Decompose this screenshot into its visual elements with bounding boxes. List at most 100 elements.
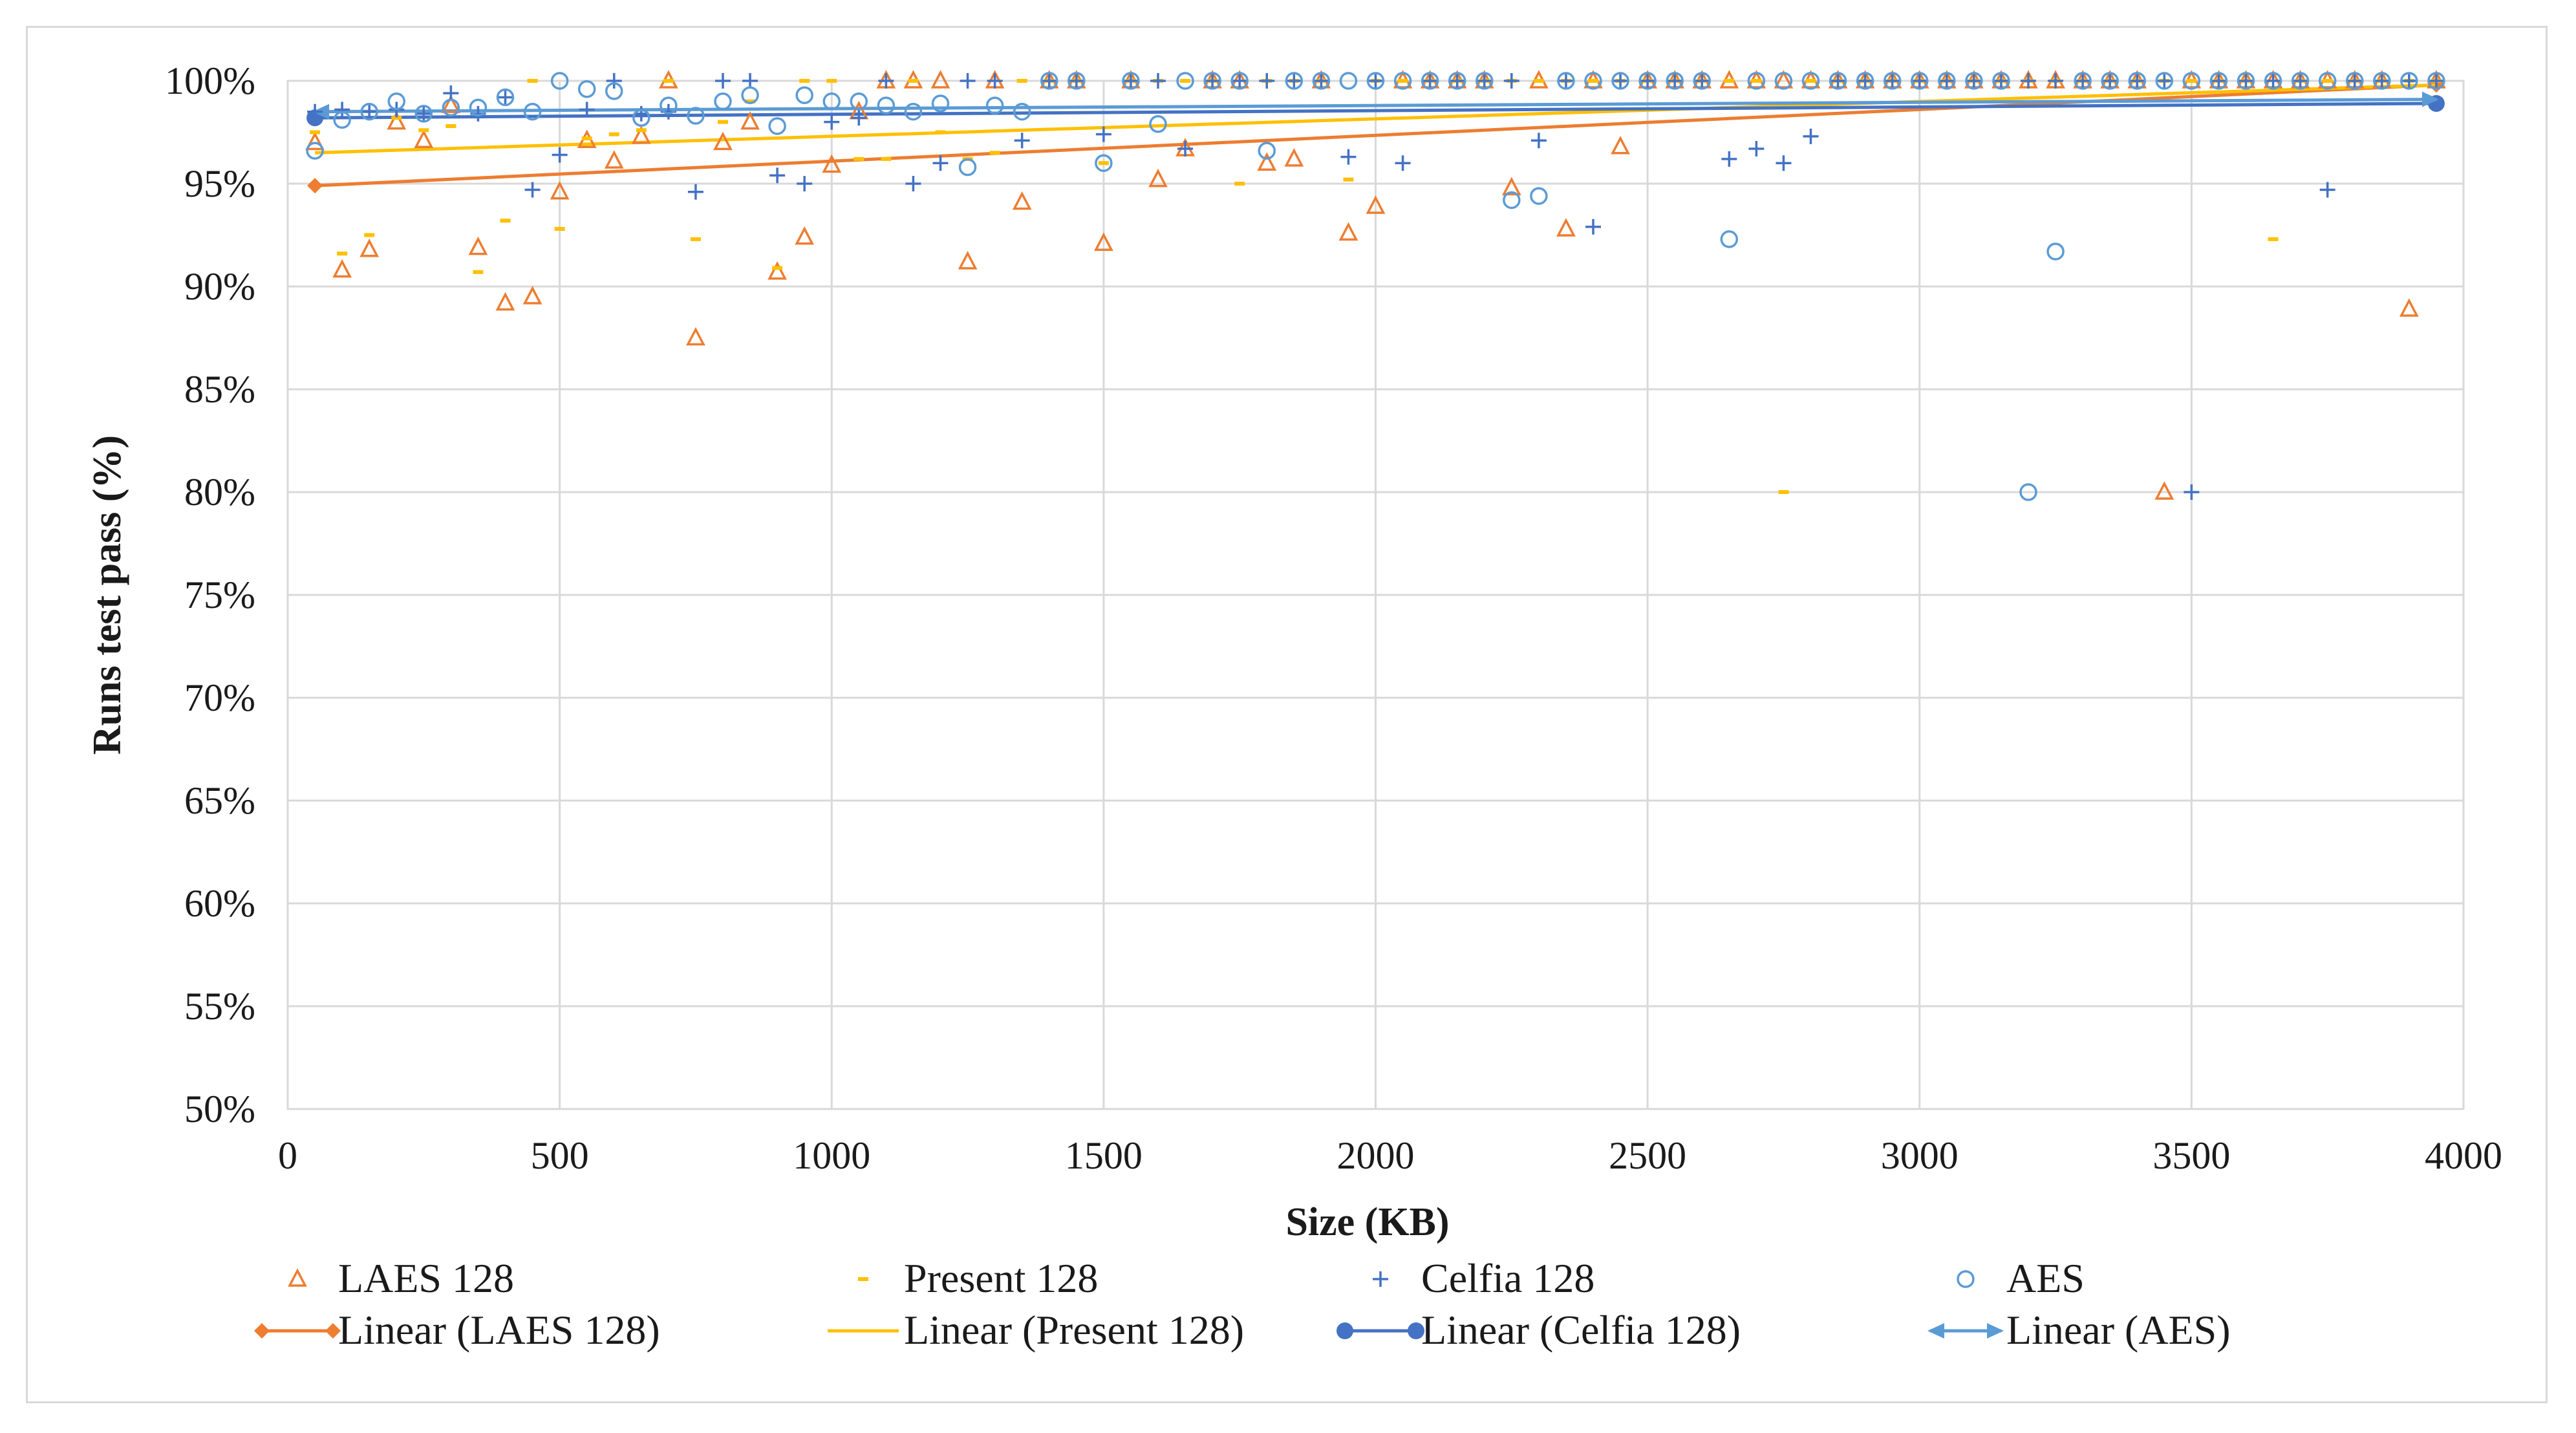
data-point	[853, 156, 864, 161]
data-point	[2074, 72, 2092, 90]
data-point	[1313, 73, 1329, 89]
data-point	[958, 158, 977, 177]
data-point	[2237, 72, 2255, 90]
x-axis-ticks: 0 500 1000 1500 2000 2500 3000 3500 4000	[278, 1134, 2502, 1177]
data-point	[554, 226, 565, 231]
data-point	[2401, 73, 2417, 89]
legend-diamond	[254, 1323, 270, 1339]
x-tick-label: 500	[531, 1134, 589, 1177]
data-point	[1748, 140, 1765, 156]
data-point	[442, 98, 460, 117]
data-point	[987, 73, 1003, 89]
data-point	[605, 82, 623, 100]
data-point	[468, 236, 488, 255]
data-point	[1476, 72, 1494, 90]
data-point	[908, 79, 919, 83]
data-point	[851, 110, 867, 126]
data-point	[1501, 177, 1521, 196]
data-point	[418, 128, 429, 133]
data-point	[1258, 142, 1276, 160]
data-point	[686, 327, 705, 346]
data-point	[550, 180, 570, 200]
data-point	[2128, 72, 2146, 90]
data-point	[741, 86, 759, 105]
data-point	[606, 73, 622, 89]
data-point	[2102, 73, 2118, 89]
data-point	[989, 151, 1000, 155]
data-point	[1122, 73, 1139, 89]
data-point	[1366, 72, 1385, 90]
data-point	[332, 259, 352, 278]
data-point	[496, 88, 515, 107]
y-tick-label: 85%	[184, 368, 255, 411]
data-point	[1613, 73, 1629, 89]
data-point	[2046, 242, 2065, 261]
data-point	[1476, 73, 1492, 89]
data-point	[1720, 230, 1739, 248]
data-point	[1176, 72, 1194, 90]
data-point	[552, 147, 568, 163]
data-point	[1884, 73, 1900, 89]
data-point	[1013, 102, 1031, 121]
data-point	[1724, 79, 1735, 83]
data-point	[1856, 72, 1874, 90]
legend-dot	[1408, 1322, 1424, 1339]
data-point	[1666, 72, 1684, 90]
data-point	[497, 89, 513, 105]
x-tick-label: 1500	[1065, 1134, 1143, 1177]
data-point	[715, 73, 731, 89]
data-point	[1234, 182, 1245, 186]
legend-diamond	[325, 1323, 341, 1339]
legend: LAES 128 Present 128 Celfia 128 AES Linear (…	[254, 1255, 2231, 1353]
trendline-arrowhead	[2421, 91, 2439, 107]
data-point	[306, 142, 324, 160]
legend-label: Linear (Celfia 128)	[1421, 1307, 1741, 1353]
data-point	[1751, 79, 1762, 83]
data-point	[1503, 191, 1521, 210]
data-point	[2346, 73, 2363, 89]
data-point	[495, 292, 515, 311]
y-axis-title: Runs test pass (%)	[85, 435, 129, 755]
data-point	[469, 98, 488, 117]
series-aes	[306, 72, 2445, 501]
data-point	[1638, 72, 1657, 90]
data-point	[391, 116, 402, 120]
legend-arrowhead	[1927, 1323, 1944, 1339]
x-tick-label: 2500	[1609, 1134, 1686, 1177]
data-point	[527, 79, 538, 83]
data-point	[2186, 79, 2197, 83]
data-point	[1448, 72, 1466, 90]
data-point	[1122, 72, 1140, 90]
data-point	[1611, 72, 1629, 90]
y-tick-label: 80%	[184, 471, 255, 513]
data-point	[985, 96, 1004, 114]
x-tick-label: 0	[278, 1134, 297, 1177]
data-point	[1938, 73, 1955, 89]
data-point	[1611, 135, 1630, 155]
data-point	[932, 155, 949, 171]
data-point	[2182, 72, 2201, 90]
data-point	[500, 219, 511, 223]
data-point	[2155, 72, 2174, 90]
data-point	[387, 111, 407, 130]
data-point	[822, 154, 842, 173]
x-tick-label: 1000	[793, 1134, 870, 1177]
data-point	[2292, 73, 2308, 89]
data-point	[631, 125, 651, 144]
data-point	[361, 103, 378, 120]
data-point	[1449, 73, 1465, 89]
data-point	[1286, 73, 1302, 89]
series-celfia-128	[307, 73, 2444, 500]
data-point	[310, 130, 321, 135]
data-point	[1588, 79, 1598, 83]
legend-dot	[1336, 1322, 1353, 1339]
data-point	[767, 261, 788, 280]
data-point	[473, 270, 484, 274]
data-point	[1012, 191, 1032, 210]
data-point	[1180, 79, 1191, 83]
data-point	[360, 238, 380, 257]
data-point	[579, 102, 595, 118]
data-point	[1257, 152, 1277, 171]
data-point	[1776, 155, 1792, 171]
